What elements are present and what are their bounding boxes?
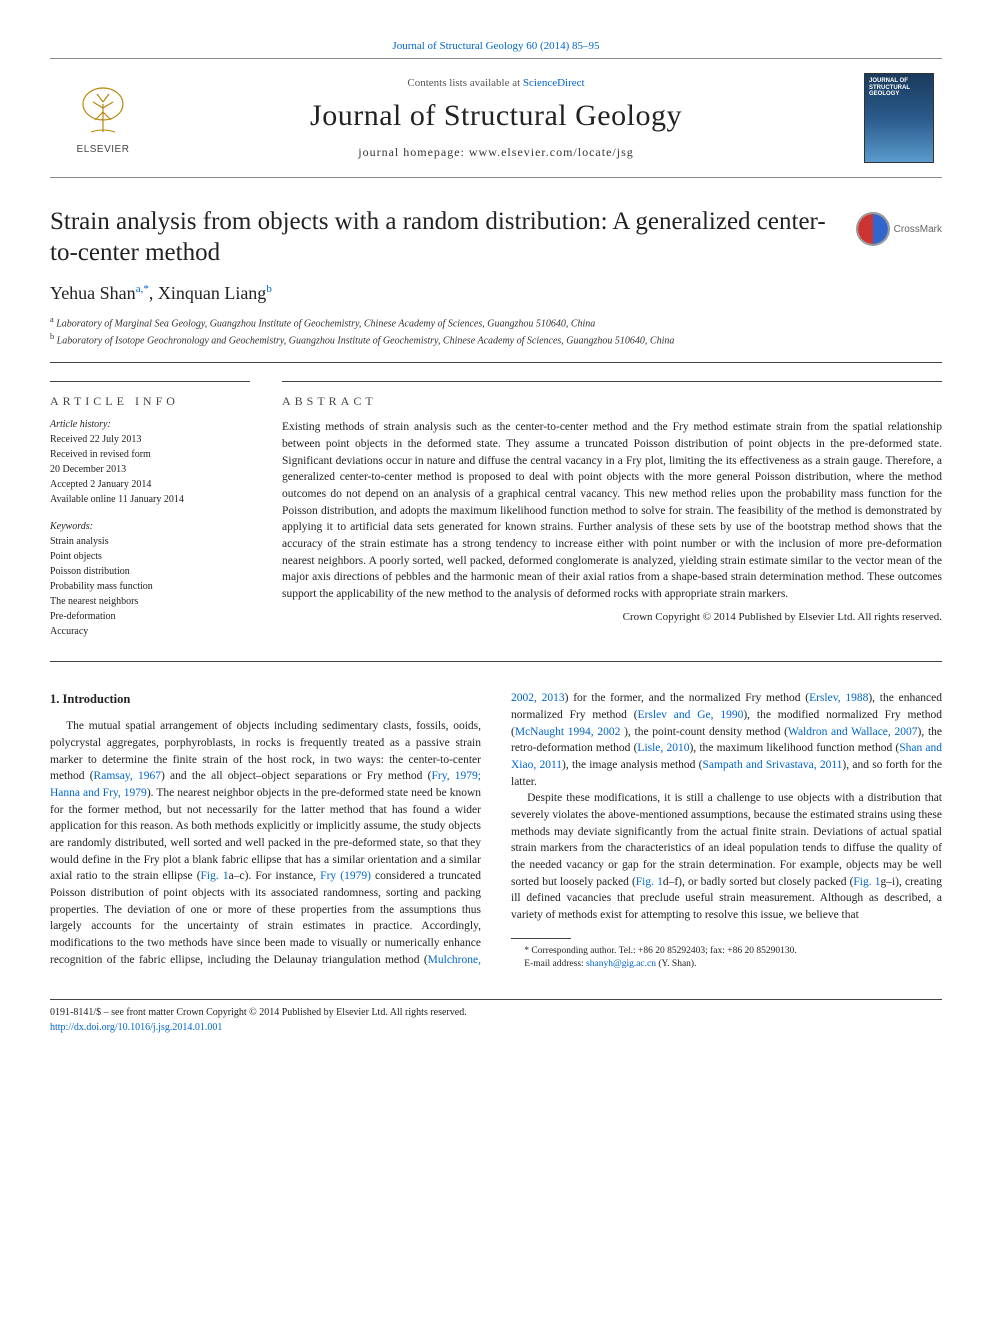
- author-2: Xinquan Liangb: [158, 283, 272, 303]
- publisher-logo-block: ELSEVIER: [58, 82, 148, 155]
- elsevier-tree-icon: [73, 82, 133, 142]
- keyword-3: Probability mass function: [50, 579, 250, 594]
- footnote-rule: [511, 938, 571, 939]
- crossmark-icon: [856, 212, 890, 246]
- crossmark-label: CrossMark: [894, 224, 942, 235]
- ref-sampath[interactable]: Sampath and Srivastava, 2011: [702, 759, 842, 771]
- keyword-6: Accuracy: [50, 624, 250, 639]
- homepage-line: journal homepage: www.elsevier.com/locat…: [148, 145, 844, 160]
- abstract-heading: ABSTRACT: [282, 394, 942, 409]
- journal-cover-text: JOURNAL OF STRUCTURAL GEOLOGY: [869, 78, 933, 98]
- history-0: Received 22 July 2013: [50, 432, 250, 447]
- corresponding-author: * Corresponding author. Tel.: +86 20 852…: [511, 945, 942, 958]
- info-abstract-row: ARTICLE INFO Article history: Received 2…: [50, 381, 942, 662]
- ref-fig1-a[interactable]: Fig. 1: [201, 870, 229, 882]
- keyword-5: Pre-deformation: [50, 609, 250, 624]
- keyword-0: Strain analysis: [50, 534, 250, 549]
- article-info: ARTICLE INFO Article history: Received 2…: [50, 381, 250, 639]
- author-1: Yehua Shana,*: [50, 283, 149, 303]
- abstract-text: Existing methods of strain analysis such…: [282, 419, 942, 602]
- affiliation-a: a Laboratory of Marginal Sea Geology, Gu…: [50, 314, 942, 331]
- sciencedirect-link[interactable]: ScienceDirect: [523, 77, 585, 89]
- ref-fig1-g[interactable]: Fig. 1: [853, 876, 880, 888]
- front-matter-line: 0191-8141/$ – see front matter Crown Cop…: [50, 1006, 942, 1021]
- history-2: 20 December 2013: [50, 462, 250, 477]
- journal-cover-block: JOURNAL OF STRUCTURAL GEOLOGY: [844, 73, 934, 163]
- intro-para-2: Despite these modifications, it is still…: [511, 790, 942, 923]
- contents-line: Contents lists available at ScienceDirec…: [148, 77, 844, 89]
- ref-mcnaught[interactable]: McNaught 1994, 2002: [515, 726, 621, 738]
- keyword-4: The nearest neighbors: [50, 594, 250, 609]
- homepage-url[interactable]: www.elsevier.com/locate/jsg: [469, 145, 634, 159]
- section-1-heading: 1. Introduction: [50, 690, 481, 708]
- info-heading: ARTICLE INFO: [50, 394, 250, 409]
- bottom-rule: [50, 999, 942, 1000]
- journal-banner: ELSEVIER Contents lists available at Sci…: [50, 58, 942, 178]
- affiliations: a Laboratory of Marginal Sea Geology, Gu…: [50, 314, 942, 349]
- email-link[interactable]: shanyh@gig.ac.cn: [586, 959, 656, 969]
- history-label: Article history:: [50, 419, 250, 430]
- banner-center: Contents lists available at ScienceDirec…: [148, 77, 844, 160]
- history-3: Accepted 2 January 2014: [50, 477, 250, 492]
- doi-link[interactable]: http://dx.doi.org/10.1016/j.jsg.2014.01.…: [50, 1022, 222, 1033]
- ref-waldron[interactable]: Waldron and Wallace, 2007: [788, 726, 918, 738]
- elsevier-label: ELSEVIER: [77, 144, 130, 155]
- history-4: Available online 11 January 2014: [50, 492, 250, 507]
- abstract: ABSTRACT Existing methods of strain anal…: [282, 381, 942, 639]
- body-columns: 1. Introduction The mutual spatial arran…: [50, 690, 942, 971]
- article-title: Strain analysis from objects with a rand…: [50, 206, 942, 269]
- title-block: CrossMark Strain analysis from objects w…: [50, 206, 942, 363]
- keyword-1: Point objects: [50, 549, 250, 564]
- ref-erslev[interactable]: Erslev, 1988: [809, 692, 868, 704]
- journal-cover-thumb: JOURNAL OF STRUCTURAL GEOLOGY: [864, 73, 934, 163]
- affiliation-b: b Laboratory of Isotope Geochronology an…: [50, 331, 942, 348]
- ref-fig1-d[interactable]: Fig. 1: [636, 876, 663, 888]
- bottom-block: 0191-8141/$ – see front matter Crown Cop…: [50, 999, 942, 1035]
- crossmark-badge[interactable]: CrossMark: [856, 212, 942, 246]
- abstract-copyright: Crown Copyright © 2014 Published by Else…: [282, 611, 942, 623]
- ref-lisle[interactable]: Lisle, 2010: [637, 742, 689, 754]
- ref-fry1979[interactable]: Fry (1979): [320, 870, 371, 882]
- keyword-2: Poisson distribution: [50, 564, 250, 579]
- email-line: E-mail address: shanyh@gig.ac.cn (Y. Sha…: [511, 958, 942, 971]
- ref-erslev-ge[interactable]: Erslev and Ge, 1990: [638, 709, 744, 721]
- ref-ramsay[interactable]: Ramsay, 1967: [94, 770, 161, 782]
- journal-name: Journal of Structural Geology: [148, 99, 844, 133]
- top-citation-link[interactable]: Journal of Structural Geology 60 (2014) …: [392, 40, 599, 52]
- authors-line: Yehua Shana,*, Xinquan Liangb: [50, 283, 942, 304]
- history-1: Received in revised form: [50, 447, 250, 462]
- elsevier-logo: ELSEVIER: [58, 82, 148, 155]
- keywords-label: Keywords:: [50, 521, 250, 532]
- top-citation: Journal of Structural Geology 60 (2014) …: [50, 40, 942, 52]
